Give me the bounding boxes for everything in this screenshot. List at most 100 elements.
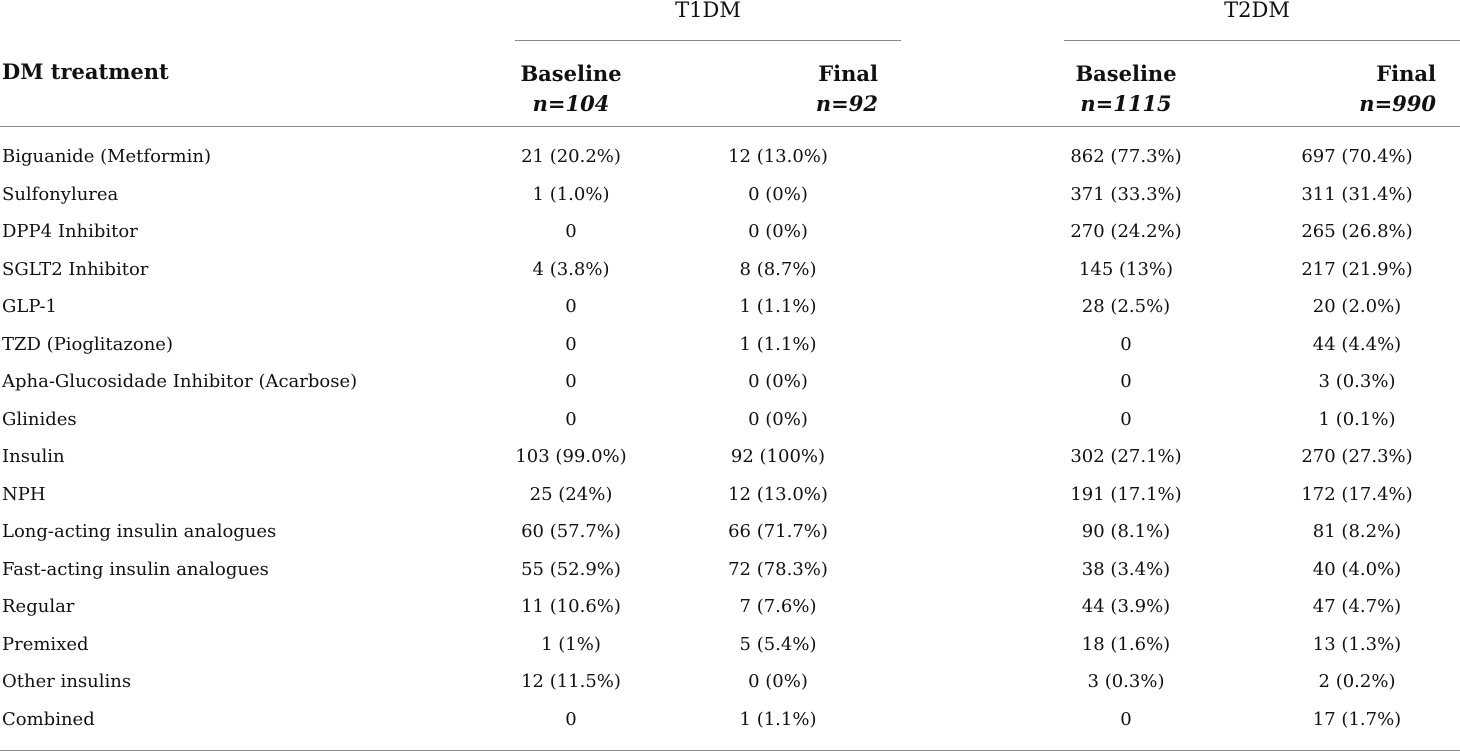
table-cell: 311 (31.4%) [1301, 183, 1413, 205]
table-cell: 0 [565, 371, 577, 392]
table-row: Biguanide (Metformin) 21 (20.2%) 12 (13.0%… [0, 138, 1460, 176]
table-row: GLP-1 0 1 (1.1%) 28 (2.5%) 20 (2.0%) [0, 288, 1460, 326]
table-cell: 1 (1.1%) [739, 708, 817, 730]
header-rule [0, 126, 1460, 127]
group-header-t1dm: T1DM [675, 0, 741, 22]
table-cell: 0 (0%) [748, 371, 808, 392]
row-label: DPP4 Inhibitor [2, 221, 138, 242]
table-cell: 217 (21.9%) [1301, 258, 1413, 280]
table-cell: 81 (8.2%) [1312, 521, 1402, 542]
table-cell: 20 (2.0%) [1312, 296, 1402, 317]
column-n: n=92 [815, 91, 878, 116]
table-cell: 8 (8.7%) [739, 258, 817, 280]
column-header-t2dm-final: Final n=990 [1306, 59, 1436, 119]
table-cell: 12 (11.5%) [521, 671, 621, 692]
table-cell: 145 (13%) [1078, 258, 1174, 280]
table-cell: 0 [565, 333, 577, 355]
table-cell: 0 [1120, 708, 1132, 730]
table-row: Apha-Glucosidade Inhibitor (Acarbose) 0 0 … [0, 363, 1460, 401]
table-cell: 0 (0%) [748, 408, 808, 430]
table-cell: 92 (100%) [730, 446, 826, 467]
row-label: Insulin [2, 446, 65, 467]
table-row: Premixed 1 (1%) 5 (5.4%) 18 (1.6%) 13 (1.3%) [0, 626, 1460, 664]
column-n: n=1115 [1080, 91, 1172, 116]
table-cell: 12 (13.0%) [728, 483, 828, 505]
row-label: Combined [2, 708, 95, 730]
row-label: TZD (Pioglitazone) [2, 333, 173, 355]
table-cell: 2 (0.2%) [1318, 671, 1396, 692]
row-label: NPH [2, 483, 46, 505]
row-label: SGLT2 Inhibitor [2, 258, 149, 280]
table-cell: 40 (4.0%) [1312, 558, 1402, 580]
table-cell: 66 (71.7%) [728, 521, 828, 542]
column-n: n=104 [532, 91, 610, 116]
table-cell: 265 (26.8%) [1301, 221, 1413, 242]
table-row: SGLT2 Inhibitor 4 (3.8%) 8 (8.7%) 145 (13%)… [0, 251, 1460, 289]
table-row: Long-acting insulin analogues 60 (57.7%) 6… [0, 513, 1460, 551]
column-header-t1dm-final: Final n=92 [748, 59, 878, 119]
row-label: Fast-acting insulin analogues [2, 558, 269, 580]
column-header-t2dm-baseline: Baseline n=1115 [1026, 59, 1226, 119]
table-cell: 90 (8.1%) [1081, 521, 1171, 542]
table-row: Insulin 103 (99.0%) 92 (100%) 302 (27.1%) 27… [0, 438, 1460, 476]
row-label: Premixed [2, 633, 89, 655]
table-cell: 0 (0%) [748, 183, 808, 205]
table-cell: 103 (99.0%) [515, 446, 627, 467]
table-cell: 371 (33.3%) [1070, 183, 1182, 205]
table-row: Glinides 0 0 (0%) 0 1 (0.1%) [0, 401, 1460, 439]
table-row: Regular 11 (10.6%) 7 (7.6%) 44 (3.9%) 47 (4.… [0, 588, 1460, 626]
row-label: Sulfonylurea [2, 183, 119, 205]
table-cell: 44 (4.4%) [1312, 333, 1402, 355]
table-cell: 270 (24.2%) [1070, 221, 1182, 242]
table-cell: 44 (3.9%) [1081, 596, 1171, 617]
column-n: n=990 [1359, 91, 1436, 116]
table-cell: 1 (1.1%) [739, 296, 817, 317]
table-cell: 3 (0.3%) [1087, 671, 1165, 692]
table-cell: 0 [1120, 371, 1132, 392]
table-cell: 1 (1.0%) [532, 183, 610, 205]
table-cell: 0 [565, 708, 577, 730]
column-label: Final [1376, 61, 1436, 86]
table-cell: 13 (1.3%) [1312, 633, 1402, 655]
table-cell: 0 [565, 408, 577, 430]
row-label: Biguanide (Metformin) [2, 146, 211, 167]
table-cell: 302 (27.1%) [1070, 446, 1182, 467]
table-cell: 697 (70.4%) [1301, 146, 1413, 167]
table-row: Combined 0 1 (1.1%) 0 17 (1.7%) [0, 701, 1460, 739]
table-cell: 0 (0%) [748, 221, 808, 242]
row-label: Glinides [2, 408, 77, 430]
row-label: Long-acting insulin analogues [2, 521, 277, 542]
table-row: Sulfonylurea 1 (1.0%) 0 (0%) 371 (33.3%) 311… [0, 176, 1460, 214]
table-cell: 172 (17.4%) [1301, 483, 1413, 505]
table-cell: 11 (10.6%) [521, 596, 621, 617]
table-cell: 21 (20.2%) [521, 146, 621, 167]
table-row: Fast-acting insulin analogues 55 (52.9%) 7… [0, 551, 1460, 589]
row-label: Apha-Glucosidade Inhibitor (Acarbose) [2, 371, 358, 392]
table-cell: 7 (7.6%) [739, 596, 817, 617]
column-label: Final [818, 61, 878, 86]
table-cell: 191 (17.1%) [1070, 483, 1182, 505]
table-cell: 28 (2.5%) [1081, 296, 1171, 317]
table-cell: 4 (3.8%) [532, 258, 610, 280]
row-header-label: DM treatment [2, 59, 169, 84]
table-cell: 72 (78.3%) [728, 558, 828, 580]
table-cell: 1 (0.1%) [1318, 408, 1396, 430]
table-cell: 0 (0%) [748, 671, 808, 692]
table-row: NPH 25 (24%) 12 (13.0%) 191 (17.1%) 172 (17.… [0, 476, 1460, 514]
table-cell: 55 (52.9%) [521, 558, 621, 580]
group-rule-t2dm [1064, 40, 1460, 41]
column-header-t1dm-baseline: Baseline n=104 [471, 59, 671, 119]
table-row: DPP4 Inhibitor 0 0 (0%) 270 (24.2%) 265 (26.… [0, 213, 1460, 251]
column-label: Baseline [1075, 61, 1177, 86]
table-cell: 270 (27.3%) [1301, 446, 1413, 467]
table-row: TZD (Pioglitazone) 0 1 (1.1%) 0 44 (4.4%) [0, 326, 1460, 364]
table-cell: 1 (1%) [541, 633, 601, 655]
group-rule-t1dm [515, 40, 901, 41]
table-cell: 18 (1.6%) [1081, 633, 1171, 655]
table-cell: 3 (0.3%) [1318, 371, 1396, 392]
row-label: GLP-1 [2, 296, 57, 317]
table-row: Other insulins 12 (11.5%) 0 (0%) 3 (0.3%) 2 … [0, 663, 1460, 701]
bottom-rule [0, 750, 1460, 751]
table-cell: 38 (3.4%) [1081, 558, 1171, 580]
table-cell: 17 (1.7%) [1312, 708, 1402, 730]
